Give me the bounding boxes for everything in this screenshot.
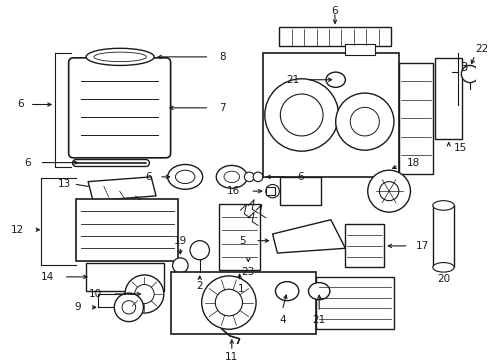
Bar <box>345 44 374 55</box>
Circle shape <box>190 241 209 260</box>
Circle shape <box>367 170 409 212</box>
Bar <box>263 53 398 177</box>
Ellipse shape <box>175 170 195 184</box>
Bar <box>434 58 461 139</box>
Text: 16: 16 <box>226 186 239 196</box>
Text: 20: 20 <box>436 274 449 284</box>
Text: 12: 12 <box>11 225 24 235</box>
Text: 6: 6 <box>144 172 151 182</box>
Ellipse shape <box>86 48 154 66</box>
Circle shape <box>201 276 256 329</box>
Text: 13: 13 <box>57 180 70 189</box>
Text: 23: 23 <box>241 267 254 277</box>
Ellipse shape <box>325 72 345 87</box>
Circle shape <box>215 289 242 316</box>
Polygon shape <box>272 220 345 253</box>
Bar <box>398 63 432 174</box>
Text: 22: 22 <box>474 44 487 54</box>
Text: 15: 15 <box>453 143 466 153</box>
FancyBboxPatch shape <box>68 58 170 158</box>
Circle shape <box>379 182 398 201</box>
Circle shape <box>134 284 154 303</box>
Circle shape <box>253 172 263 182</box>
Bar <box>432 206 453 267</box>
Text: 2: 2 <box>196 282 203 291</box>
Bar <box>345 225 384 267</box>
Text: 5: 5 <box>238 236 245 246</box>
Ellipse shape <box>308 283 329 300</box>
Text: 6: 6 <box>331 6 337 17</box>
Circle shape <box>349 107 379 136</box>
Circle shape <box>244 172 254 182</box>
Ellipse shape <box>167 165 202 189</box>
Ellipse shape <box>432 262 453 272</box>
Text: 8: 8 <box>219 52 225 62</box>
Bar <box>86 262 163 291</box>
Circle shape <box>264 79 338 151</box>
Bar <box>280 177 321 206</box>
Text: 9: 9 <box>75 302 81 312</box>
Polygon shape <box>88 177 156 201</box>
Text: 6: 6 <box>296 172 303 182</box>
Text: 10: 10 <box>88 289 102 299</box>
Ellipse shape <box>94 52 146 62</box>
Circle shape <box>122 301 135 314</box>
Text: 4: 4 <box>279 315 285 325</box>
Text: 7: 7 <box>219 103 225 113</box>
Circle shape <box>460 66 478 82</box>
Circle shape <box>280 94 323 136</box>
Bar <box>76 199 178 261</box>
Bar <box>279 27 390 46</box>
Text: 1: 1 <box>238 284 244 294</box>
Ellipse shape <box>216 166 247 188</box>
Text: 18: 18 <box>406 158 419 168</box>
Circle shape <box>172 258 188 273</box>
Text: 3: 3 <box>459 61 467 74</box>
Circle shape <box>114 293 143 321</box>
Text: 21: 21 <box>312 315 325 325</box>
Ellipse shape <box>432 201 453 210</box>
Text: 17: 17 <box>415 241 428 251</box>
Text: 11: 11 <box>224 352 238 360</box>
Circle shape <box>335 93 393 150</box>
Bar <box>219 203 260 270</box>
Text: 19: 19 <box>173 236 186 246</box>
Bar <box>315 277 393 329</box>
Text: 21: 21 <box>286 75 299 85</box>
Bar <box>265 187 275 195</box>
Text: 6: 6 <box>17 99 23 109</box>
Ellipse shape <box>224 171 239 183</box>
Text: 14: 14 <box>41 272 54 282</box>
Ellipse shape <box>275 282 298 301</box>
Bar <box>170 272 315 334</box>
Text: 6: 6 <box>24 158 31 168</box>
Ellipse shape <box>265 184 279 198</box>
Circle shape <box>125 275 163 313</box>
